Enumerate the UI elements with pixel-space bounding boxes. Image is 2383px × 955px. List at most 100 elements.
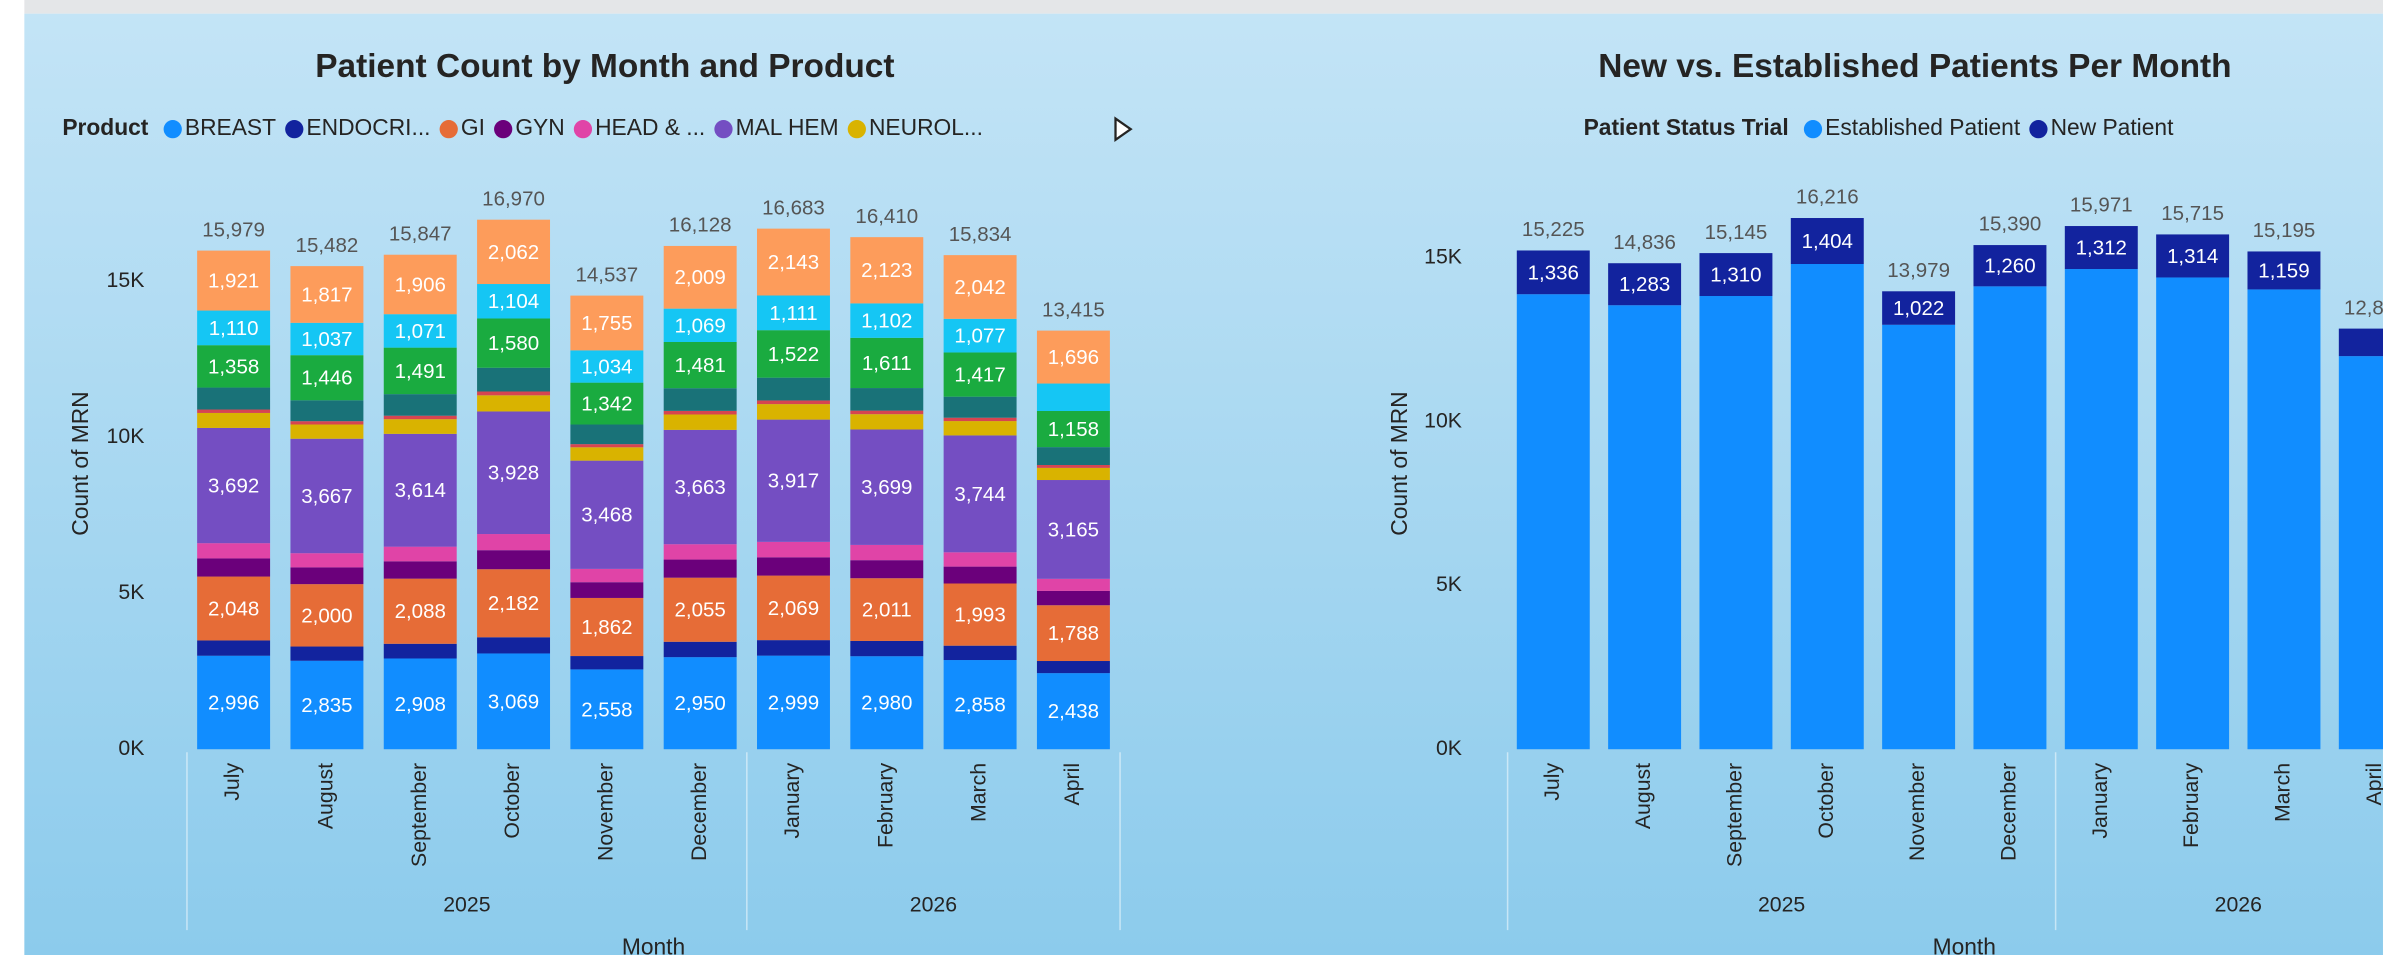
bar-segment xyxy=(757,377,830,401)
bar-segment xyxy=(477,318,551,368)
value-label: 3,614 xyxy=(395,479,446,502)
total-label: 13,979 xyxy=(1887,259,1950,282)
bar-segment xyxy=(197,427,271,544)
value-label: 1,104 xyxy=(488,290,539,313)
bar-segment xyxy=(757,557,830,576)
value-label: 2,980 xyxy=(861,692,912,715)
x-tick-label: December xyxy=(687,763,711,861)
x-tick-label: January xyxy=(780,763,804,839)
bar-segment xyxy=(663,388,737,411)
bar-segment xyxy=(943,255,1017,319)
value-label: 2,042 xyxy=(954,276,1005,299)
x-tick-label: November xyxy=(593,763,617,861)
total-label: 16,128 xyxy=(669,214,732,237)
value-label: 1,817 xyxy=(301,283,352,306)
value-label: 3,468 xyxy=(581,504,632,527)
value-label: 1,034 xyxy=(581,355,632,378)
bar-segment xyxy=(1882,324,1956,750)
legend-scroll-arrow[interactable] xyxy=(1114,116,1133,143)
value-label: 1,522 xyxy=(768,343,819,366)
bar-segment xyxy=(1036,447,1110,466)
bar-segment xyxy=(1036,383,1110,411)
bar-segment xyxy=(477,367,551,392)
value-label: 2,835 xyxy=(301,694,352,717)
bar-segment xyxy=(757,655,830,750)
bar-segment xyxy=(290,438,364,554)
y-tick-label: 5K xyxy=(118,580,144,604)
value-label: 3,069 xyxy=(488,690,539,713)
value-label: 1,102 xyxy=(861,310,912,333)
total-label: 15,390 xyxy=(1979,213,2042,236)
bar-segment xyxy=(1608,305,1682,750)
bar-segment xyxy=(477,550,551,570)
bar-segment xyxy=(757,640,830,656)
x-tick-label: January xyxy=(2088,763,2112,839)
total-label: 15,847 xyxy=(389,222,452,245)
value-label: 1,283 xyxy=(1619,273,1670,296)
y-tick-label: 10K xyxy=(107,424,145,448)
total-label: 16,683 xyxy=(762,196,825,219)
bar-segment xyxy=(290,355,364,401)
y-tick-label: 0K xyxy=(118,736,144,760)
bar-segment xyxy=(383,419,457,434)
y-tick-label: 15K xyxy=(1424,244,1462,268)
bar-segment xyxy=(570,447,644,461)
bar-segment xyxy=(1036,605,1110,662)
bar-segment xyxy=(197,558,271,577)
total-label: 15,834 xyxy=(949,223,1012,246)
y-axis-title: Count of MRN xyxy=(67,391,93,535)
bar-segment xyxy=(383,578,457,644)
value-label: 1,111 xyxy=(769,302,817,325)
value-label: 1,314 xyxy=(2167,245,2218,268)
value-label: 1,862 xyxy=(581,616,632,639)
bar-segment xyxy=(383,415,457,420)
value-label: 1,069 xyxy=(675,314,726,337)
x-tick-label: March xyxy=(2271,763,2295,822)
value-label: 2,558 xyxy=(581,698,632,721)
bar-segment xyxy=(1036,465,1110,468)
value-label: 1,788 xyxy=(1048,622,1099,645)
bar-segment xyxy=(1790,264,1864,750)
total-label: 15,225 xyxy=(1522,218,1585,241)
bar-segment xyxy=(1036,590,1110,606)
bar-segment xyxy=(663,245,737,309)
value-label: 1,491 xyxy=(395,360,446,383)
bar-segment xyxy=(943,583,1017,646)
bar-segment xyxy=(570,350,644,383)
value-label: 2,858 xyxy=(954,694,1005,717)
bar-segment xyxy=(850,337,924,389)
bar-segment xyxy=(477,284,551,319)
total-label: 16,216 xyxy=(1796,186,1859,209)
bar-segment xyxy=(2156,277,2230,750)
bar-segment xyxy=(290,584,364,647)
bar-segment xyxy=(663,414,737,430)
value-label: 1,481 xyxy=(675,354,726,377)
bar-segment xyxy=(943,552,1017,567)
bar-segment xyxy=(477,569,551,638)
bar-segment xyxy=(383,561,457,579)
bar-segment xyxy=(2156,234,2230,278)
chart-title: New vs. Established Patients Per Month xyxy=(1598,48,2231,85)
bar-segment xyxy=(943,566,1017,584)
value-label: 1,342 xyxy=(581,393,632,416)
bar-segment xyxy=(1608,263,1682,306)
value-label: 1,037 xyxy=(301,328,352,351)
x-tick-label: November xyxy=(1905,763,1929,861)
value-label: 2,123 xyxy=(861,259,912,282)
bar-segment xyxy=(290,266,364,323)
legend-label: ENDOCRI... xyxy=(306,114,430,140)
year-label: 2025 xyxy=(443,892,490,916)
legend-swatch xyxy=(847,120,866,139)
bar-segment xyxy=(757,228,830,296)
year-label: 2026 xyxy=(910,892,957,916)
bar-segment xyxy=(1973,245,2047,287)
bar-segment xyxy=(757,404,830,420)
bar-segment xyxy=(850,578,924,641)
bar-segment xyxy=(1516,250,1590,295)
bar-segment xyxy=(943,318,1017,353)
bar-segment xyxy=(197,655,271,750)
value-label: 1,312 xyxy=(2076,236,2127,259)
value-label: 1,110 xyxy=(209,317,259,340)
value-label: 1,077 xyxy=(954,325,1005,348)
